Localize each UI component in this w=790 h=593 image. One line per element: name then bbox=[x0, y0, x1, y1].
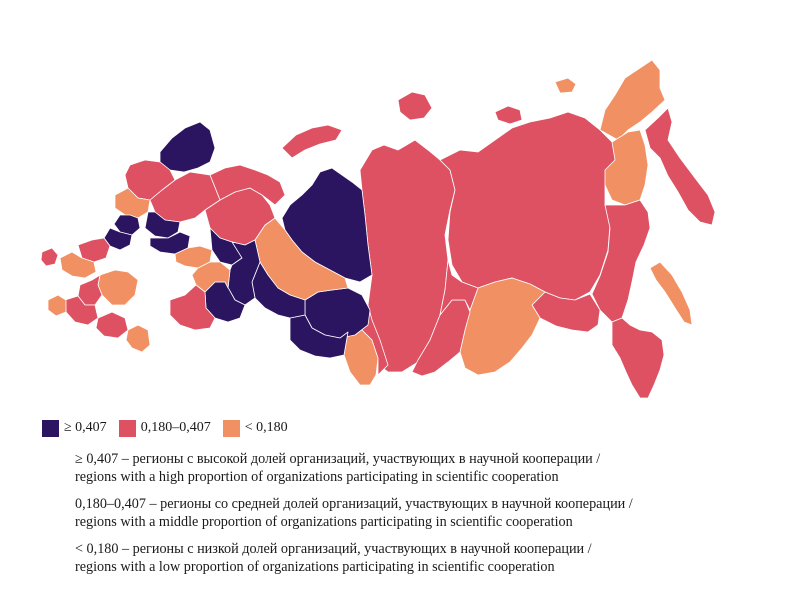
legend-label-high: ≥ 0,407 bbox=[64, 420, 107, 435]
note-low-ru: < 0,180 – регионы с низкой долей организ… bbox=[75, 541, 592, 557]
note-middle: 0,180–0,407 – регионы со средней долей о… bbox=[75, 495, 765, 531]
note-middle-ru: 0,180–0,407 – регионы со средней долей о… bbox=[75, 496, 633, 512]
legend: ≥ 0,407 0,180–0,407 < 0,180 bbox=[42, 418, 300, 438]
legend-item-high: ≥ 0,407 bbox=[42, 419, 107, 437]
legend-label-middle: 0,180–0,407 bbox=[140, 420, 211, 435]
region-sakhalin bbox=[649, 261, 693, 326]
island-new-siberian bbox=[494, 105, 523, 125]
note-high: ≥ 0,407 – регионы с высокой долей органи… bbox=[75, 450, 765, 486]
russia-map bbox=[40, 59, 716, 399]
map-svg bbox=[40, 59, 716, 399]
region-karelia bbox=[124, 159, 176, 201]
region-yaroslavl bbox=[113, 214, 141, 236]
region-kamchatka bbox=[644, 107, 716, 226]
region-kursk bbox=[59, 251, 97, 279]
island-novaya-zemlya bbox=[281, 124, 343, 159]
legend-swatch-middle bbox=[118, 419, 136, 437]
legend-item-low: < 0,180 bbox=[222, 419, 288, 437]
legend-item-middle: 0,180–0,407 bbox=[118, 419, 211, 437]
legend-swatch-low bbox=[222, 419, 240, 437]
legend-notes: ≥ 0,407 – регионы с высокой долей органи… bbox=[75, 450, 765, 585]
region-nenets bbox=[209, 164, 286, 206]
region-irkutsk bbox=[439, 259, 479, 316]
region-crimea bbox=[47, 294, 67, 317]
island-severnaya-zemlya bbox=[397, 91, 433, 121]
region-vologda bbox=[144, 211, 181, 239]
legend-label-low: < 0,180 bbox=[244, 420, 288, 435]
region-murmansk bbox=[159, 121, 216, 173]
note-low-en: regions with a low proportion of organiz… bbox=[75, 559, 555, 575]
region-orenburg bbox=[169, 284, 216, 331]
region-sakha-yakutia bbox=[439, 111, 626, 301]
region-volgograd bbox=[97, 269, 139, 306]
region-chukotka bbox=[599, 59, 666, 141]
region-khabarovsk bbox=[591, 199, 651, 323]
region-bashkortostan bbox=[191, 261, 231, 293]
region-novosibirsk bbox=[289, 314, 349, 359]
note-high-en: regions with a high proportion of organi… bbox=[75, 469, 559, 485]
legend-swatch-high bbox=[42, 419, 59, 437]
note-middle-en: regions with a middle proportion of orga… bbox=[75, 514, 573, 530]
region-kaliningrad bbox=[40, 247, 59, 267]
note-low: < 0,180 – регионы с низкой долей организ… bbox=[75, 540, 765, 576]
region-primorsky bbox=[611, 317, 665, 399]
note-high-ru: ≥ 0,407 – регионы с высокой долей органи… bbox=[75, 451, 601, 467]
region-stavropol bbox=[95, 311, 129, 339]
region-dagestan bbox=[125, 324, 151, 353]
island-wrangel bbox=[554, 77, 577, 94]
